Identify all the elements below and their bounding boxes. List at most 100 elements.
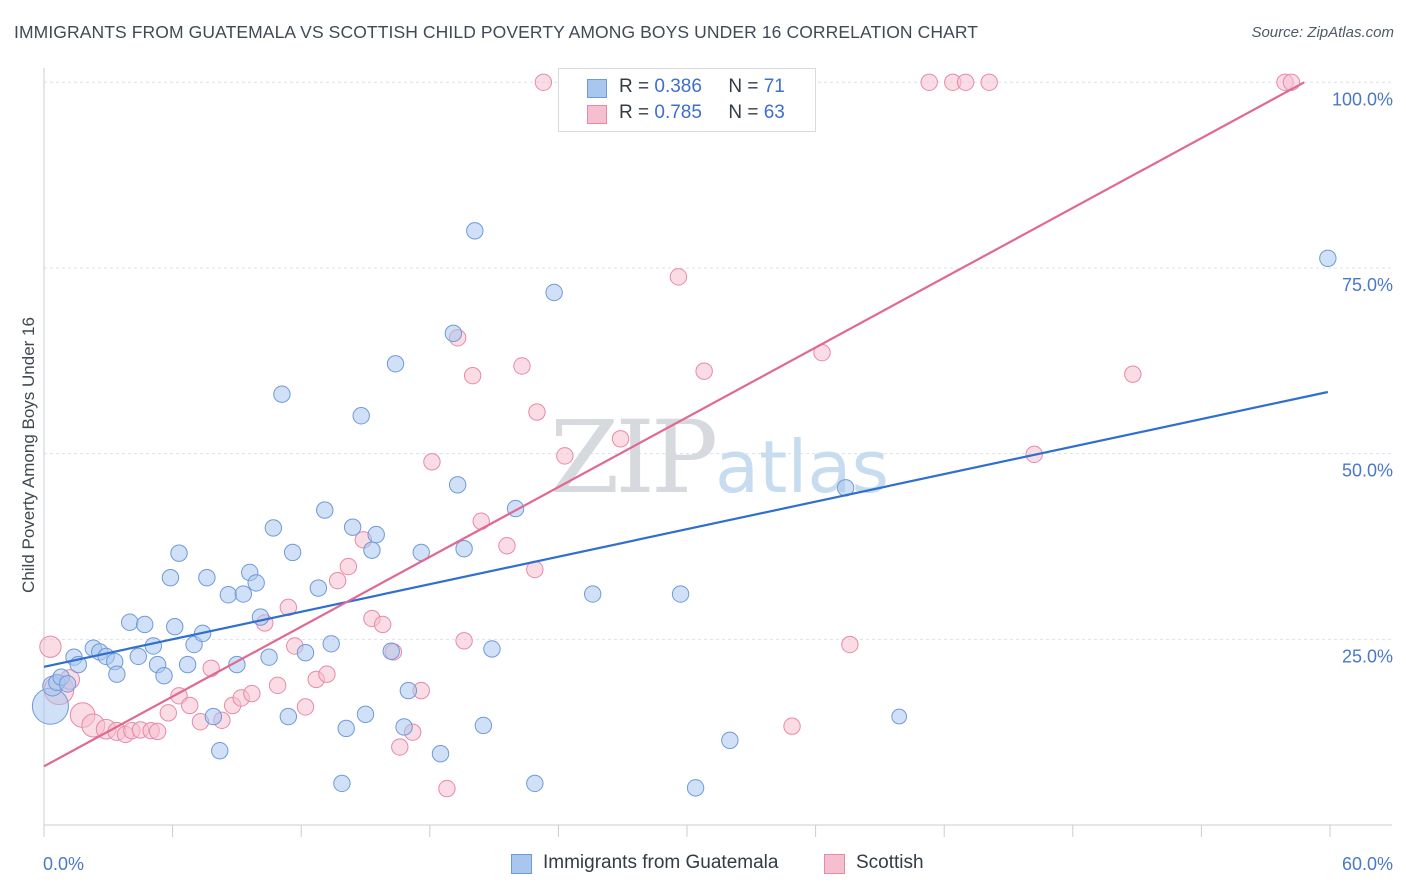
guatemala-point: [444, 324, 463, 343]
guatemala-swatch: [587, 79, 607, 98]
scottish-point: [181, 696, 199, 715]
n-value-guatemala: 71: [763, 76, 785, 97]
scottish-point: [438, 779, 456, 798]
guatemala-point: [178, 655, 197, 674]
scottish-point: [498, 537, 516, 555]
scottish-legend-swatch: [824, 854, 845, 874]
guatemala-point: [155, 667, 173, 685]
scottish-point: [534, 73, 553, 91]
guatemala-point: [721, 731, 739, 750]
scottish-point: [268, 676, 287, 695]
scottish-point: [328, 571, 347, 590]
scottish-point: [920, 73, 938, 91]
guatemala-point: [273, 385, 291, 403]
guatemala-point: [367, 525, 385, 544]
scottish-swatch: [587, 105, 607, 124]
guatemala-point: [166, 617, 184, 636]
guatemala-point: [337, 719, 355, 738]
r-value-scottish: 0.785: [654, 102, 702, 123]
scottish-point: [980, 73, 998, 91]
y-tick-label-25: 25.0%: [1342, 646, 1393, 666]
guatemala-point: [483, 640, 501, 658]
guatemala-point: [352, 407, 370, 425]
scottish-point: [391, 738, 409, 756]
guatemala-point: [322, 635, 340, 653]
guatemala-point: [144, 637, 163, 655]
guatemala-legend-swatch: [511, 854, 532, 874]
guatemala-point: [58, 675, 77, 693]
scottish-point: [513, 357, 531, 375]
guatemala-point: [395, 718, 413, 736]
guatemala-point: [204, 707, 223, 726]
scottish-point: [841, 635, 859, 654]
guatemala-point: [309, 579, 328, 597]
scottish-point: [463, 366, 482, 385]
scottish-point: [318, 665, 336, 683]
guatemala-point: [686, 779, 705, 797]
legend-label-scottish: Scottish: [856, 852, 924, 873]
watermark-atlas: atlas: [715, 425, 889, 509]
guatemala-point: [121, 613, 139, 631]
scottish-point: [528, 403, 546, 421]
scottish-point: [455, 632, 473, 650]
scottish-point: [202, 659, 220, 677]
stats-legend: R = 0.386 N = 71 R = 0.785 N = 63: [558, 68, 816, 132]
guatemala-point: [247, 574, 265, 592]
x-tick-label-max: 60.0%: [1342, 854, 1393, 874]
scottish-point: [669, 268, 688, 286]
y-tick-label-100: 100.0%: [1332, 89, 1393, 109]
guatemala-point: [356, 705, 375, 724]
r-label: R =: [619, 102, 650, 123]
guatemala-point: [260, 648, 278, 666]
grid-lines: [44, 81, 1392, 640]
guatemala-point: [671, 585, 690, 603]
scottish-point: [339, 557, 358, 576]
guatemala-point: [198, 568, 216, 587]
guatemala-point: [399, 681, 418, 700]
guatemala-point: [455, 540, 473, 558]
scottish-point: [556, 447, 574, 465]
guatemala-point: [382, 642, 400, 660]
n-label: N =: [728, 76, 759, 97]
r-label: R =: [619, 76, 650, 97]
guatemala-point: [108, 665, 126, 683]
y-tick-label-50: 50.0%: [1342, 461, 1393, 481]
guatemala-point: [1319, 249, 1337, 268]
guatemala-point: [283, 543, 302, 562]
scottish-point: [783, 717, 801, 735]
guatemala-point: [363, 541, 381, 559]
y-tick-label-75: 75.0%: [1342, 275, 1393, 295]
guatemala-point: [333, 774, 351, 793]
scottish-point: [1124, 365, 1142, 383]
n-value-scottish: 63: [763, 102, 785, 123]
r-value-guatemala: 0.386: [654, 76, 702, 97]
y-axis-label: Child Poverty Among Boys Under 16: [19, 317, 38, 593]
guatemala-point: [211, 742, 229, 760]
guatemala-point: [474, 716, 493, 735]
guatemala-points: [31, 222, 1337, 797]
trend-lines: [43, 81, 1329, 768]
scottish-point: [423, 453, 441, 471]
guatemala-point: [264, 519, 283, 537]
scottish-point: [243, 684, 261, 703]
guatemala-point: [170, 544, 188, 562]
source-label: Source: ZipAtlas.com: [1251, 24, 1394, 41]
guatemala-point: [526, 774, 544, 793]
scottish-point: [159, 704, 178, 722]
scottish-point: [148, 722, 167, 741]
scottish-point: [956, 73, 975, 91]
chart-title: IMMIGRANTS FROM GUATEMALA VS SCOTTISH CH…: [14, 22, 979, 42]
legend-label-guatemala: Immigrants from Guatemala: [543, 852, 779, 873]
guatemala-point: [296, 643, 315, 662]
guatemala-point: [891, 708, 908, 725]
guatemala-point: [466, 222, 484, 240]
guatemala-point: [129, 647, 148, 666]
scottish-point: [373, 615, 392, 634]
guatemala-point: [386, 355, 405, 373]
x-tick-label-min: 0.0%: [43, 854, 84, 874]
guatemala-point: [316, 501, 334, 519]
scottish-trend-line: [43, 81, 1305, 768]
watermark-zip: ZIP: [550, 399, 715, 516]
guatemala-point: [136, 615, 154, 634]
